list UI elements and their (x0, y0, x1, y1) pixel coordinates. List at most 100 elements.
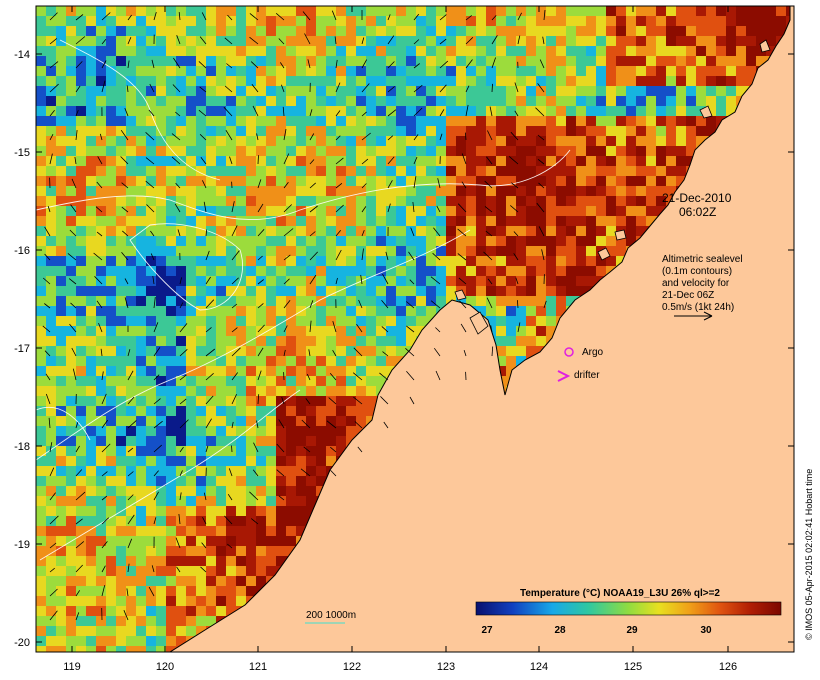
sst-cell (626, 196, 637, 207)
sst-cell (386, 336, 397, 347)
sst-cell (386, 286, 397, 297)
sst-cell (66, 636, 77, 647)
sst-cell (296, 296, 307, 307)
sst-cell (116, 626, 127, 637)
sst-cell (76, 626, 87, 637)
sst-cell (446, 76, 457, 87)
sst-cell (106, 636, 117, 647)
sst-cell (276, 206, 287, 217)
sst-cell (266, 416, 277, 427)
sst-cell (226, 306, 237, 317)
sst-cell (246, 366, 257, 377)
sst-cell (266, 266, 277, 277)
sst-cell (46, 326, 57, 337)
sst-cell (626, 46, 637, 57)
sst-cell (76, 6, 87, 17)
sst-cell (266, 476, 277, 487)
sst-cell (396, 106, 407, 117)
velocity-vector (49, 38, 58, 45)
sst-cell (76, 446, 87, 457)
sst-cell (206, 466, 217, 477)
sst-cell (506, 246, 517, 257)
sst-cell (196, 186, 207, 197)
sst-cell (316, 476, 327, 487)
sst-cell (336, 206, 347, 217)
sst-cell (316, 256, 327, 267)
sst-cell (56, 546, 67, 557)
sst-cell (76, 426, 87, 437)
sst-cell (486, 26, 497, 37)
sst-cell (46, 346, 57, 357)
sst-cell (676, 56, 687, 67)
sst-cell (246, 246, 257, 257)
sst-cell (146, 146, 157, 157)
sst-cell (246, 406, 257, 417)
sst-cell (296, 456, 307, 467)
sst-cell (156, 216, 167, 227)
sst-cell (266, 196, 277, 207)
sst-cell (276, 216, 287, 227)
sst-cell (206, 176, 217, 187)
sst-cell (156, 476, 167, 487)
sst-cell (296, 236, 307, 247)
sst-cell (286, 166, 297, 177)
sst-cell (46, 76, 57, 87)
sst-cell (296, 46, 307, 57)
sst-cell (126, 446, 137, 457)
sst-cell (536, 236, 547, 247)
sst-cell (296, 166, 307, 177)
sst-cell (286, 546, 297, 557)
sst-cell (306, 256, 317, 267)
sst-cell (276, 396, 287, 407)
sst-cell (56, 306, 67, 317)
sst-cell (336, 326, 347, 337)
sst-cell (136, 56, 147, 67)
sst-cell (536, 6, 547, 17)
sst-cell (426, 266, 437, 277)
sst-cell (546, 326, 557, 337)
sst-cell (526, 176, 537, 187)
sst-cell (366, 316, 377, 327)
sst-cell (166, 16, 177, 27)
sst-cell (236, 406, 247, 417)
sst-cell (256, 356, 267, 367)
sst-cell (36, 136, 47, 147)
velocity-vector (413, 39, 420, 45)
sst-cell (66, 546, 77, 557)
sst-cell (106, 266, 117, 277)
sst-cell (66, 246, 77, 257)
sst-cell (156, 546, 167, 557)
sst-cell (336, 36, 347, 47)
sst-cell (146, 296, 157, 307)
sst-cell (476, 76, 487, 87)
sst-cell (326, 286, 337, 297)
sst-cell (296, 16, 307, 27)
sst-cell (426, 66, 437, 77)
sst-cell (626, 206, 637, 217)
sst-cell (126, 546, 137, 557)
sst-cell (186, 476, 197, 487)
sst-cell (246, 436, 257, 447)
sst-cell (266, 336, 277, 347)
sst-cell (206, 336, 217, 347)
sst-cell (256, 156, 267, 167)
sst-cell (666, 86, 677, 97)
sst-cell (146, 276, 157, 287)
sst-cell (266, 486, 277, 497)
sst-cell (36, 336, 47, 347)
sst-cell (276, 496, 287, 507)
sst-cell (156, 26, 167, 37)
sst-cell (46, 506, 57, 517)
sst-cell (186, 116, 197, 127)
sst-cell (316, 406, 327, 417)
sst-cell (226, 186, 237, 197)
sst-cell (536, 126, 547, 137)
sst-cell (306, 26, 317, 37)
sst-cell (496, 256, 507, 267)
sst-cell (316, 346, 327, 357)
sst-cell (496, 226, 507, 237)
sst-cell (386, 346, 397, 357)
sst-cell (606, 36, 617, 47)
sst-cell (526, 16, 537, 27)
sst-cell (726, 26, 737, 37)
